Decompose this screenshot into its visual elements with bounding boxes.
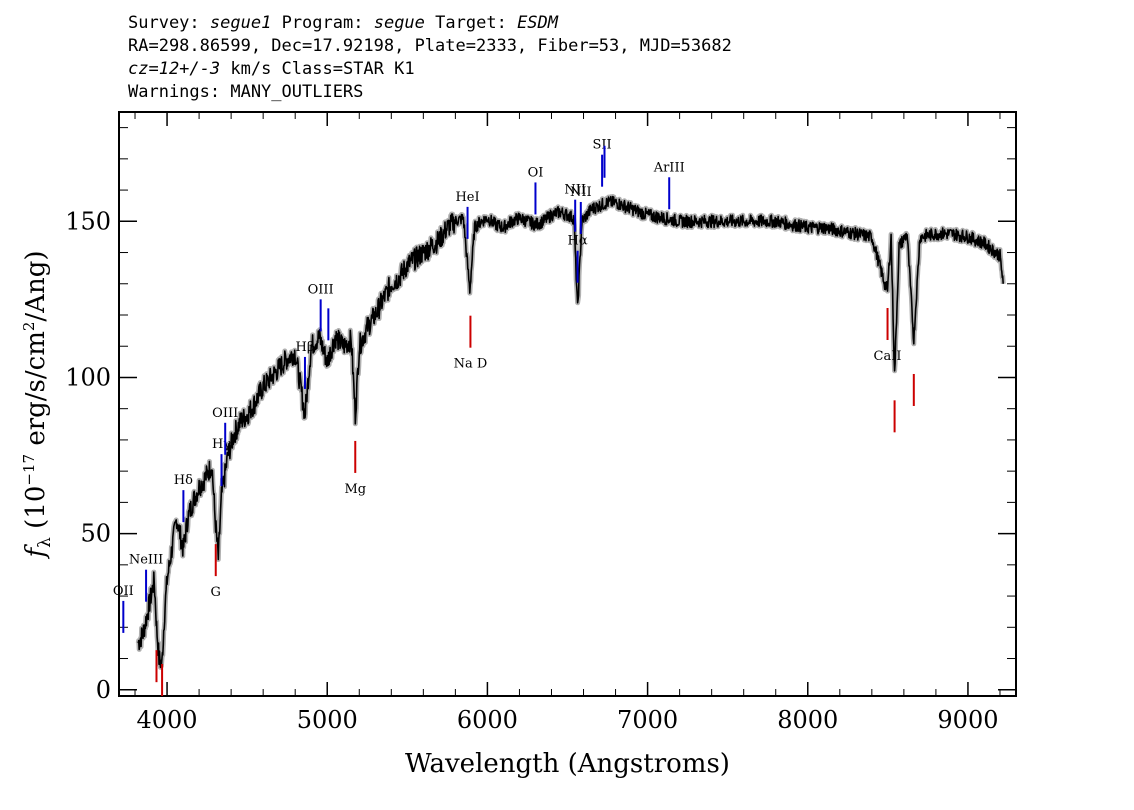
- line-label: HeI: [455, 190, 479, 205]
- x-axis-label: Wavelength (Angstroms): [405, 749, 730, 779]
- axis-ticks: 4000 5000 6000 7000 8000 9000 0 50 100 150: [65, 112, 1016, 734]
- line-label: Hβ: [296, 340, 315, 355]
- x-tick-label: 5000: [297, 706, 358, 734]
- x-tick-label: 8000: [777, 706, 838, 734]
- line-label: OI: [528, 165, 544, 180]
- spectrum-line: [137, 195, 1004, 669]
- x-tick-label: 9000: [937, 706, 998, 734]
- line-label: CaII: [874, 349, 902, 364]
- y-label-sq: 2: [20, 322, 38, 332]
- redshift-value: cz=12+/-3: [128, 59, 221, 79]
- survey-value: segue1: [209, 13, 272, 33]
- y-tick-label: 150: [65, 207, 111, 235]
- x-tick-label: 6000: [457, 706, 518, 734]
- target-label: Target:: [435, 13, 507, 33]
- line-label: G: [211, 585, 221, 600]
- line-label: Hα: [568, 234, 588, 249]
- axis-labels: Wavelength (Angstroms) fλ (10−17 erg/s/c…: [20, 251, 730, 780]
- line-label: ArIII: [653, 160, 685, 175]
- line-label: SII: [593, 138, 612, 153]
- y-label-close: /Ang): [21, 251, 51, 322]
- header-row-coordinates: RA=298.86599, Dec=17.92198, Plate=2333, …: [128, 36, 732, 56]
- y-label-exp: −17: [20, 454, 38, 486]
- spectral-line-markers: OII NeIII Hδ Hγ OIII Hβ OIII HeI OI NII Hα NII SII Ar…: [113, 138, 915, 696]
- error-band: [135, 194, 1006, 670]
- y-axis-label: fλ (10−17 erg/s/cm2/Ang): [20, 251, 55, 560]
- redshift-class: km/s Class=STAR K1: [220, 59, 415, 79]
- y-tick-label: 0: [96, 676, 111, 704]
- program-value: segue: [373, 13, 425, 33]
- plot-frame: [118, 111, 1017, 697]
- line-label: NII: [564, 183, 586, 198]
- y-label-mid: erg/s/cm: [21, 331, 51, 454]
- line-label: Hδ: [174, 473, 193, 488]
- plot-border: [118, 111, 1017, 697]
- survey-label: Survey:: [128, 13, 200, 33]
- x-tick-label: 4000: [137, 706, 198, 734]
- spectrum-error-band: [135, 194, 1006, 670]
- y-tick-label: 100: [65, 363, 111, 391]
- line-label: OII: [113, 584, 134, 599]
- header-row-survey: Survey: segue1 Program: segue Target: ES…: [128, 12, 732, 35]
- line-label: Hγ: [212, 437, 231, 452]
- target-value: ESDM: [517, 13, 559, 33]
- spectrum-series: [137, 195, 1004, 669]
- line-label: OIII: [212, 406, 238, 421]
- y-label-lambda: λ: [35, 537, 55, 548]
- line-label: NeIII: [129, 553, 163, 568]
- program-label: Program:: [281, 13, 364, 33]
- line-label: OIII: [308, 282, 334, 297]
- header-row-redshift: cz=12+/-3 km/s Class=STAR K1: [128, 58, 732, 81]
- y-label-open: (10: [21, 486, 51, 538]
- line-label: NII: [570, 185, 592, 200]
- line-label: Mg: [344, 482, 366, 497]
- x-tick-label: 7000: [617, 706, 678, 734]
- y-tick-label: 50: [80, 520, 111, 548]
- header-row-warnings: Warnings: MANY_OUTLIERS: [128, 82, 364, 102]
- spectrum-header: Survey: segue1 Program: segue Target: ES…: [128, 12, 732, 104]
- line-label: Na D: [454, 357, 488, 372]
